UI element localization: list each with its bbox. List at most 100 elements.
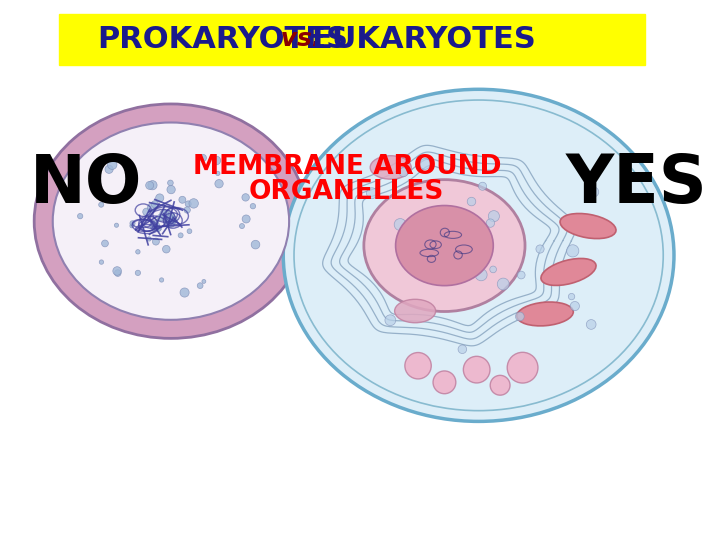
Ellipse shape [395,299,436,323]
Ellipse shape [370,156,411,179]
Circle shape [498,278,509,290]
Circle shape [507,352,538,383]
Circle shape [159,278,163,282]
Circle shape [99,202,104,207]
Circle shape [151,201,158,208]
Circle shape [215,179,223,188]
Circle shape [145,181,153,190]
Text: MEMBRANE AROUND: MEMBRANE AROUND [192,154,501,180]
Circle shape [202,279,206,284]
FancyBboxPatch shape [58,14,644,65]
Circle shape [516,312,524,321]
Ellipse shape [53,123,289,320]
Circle shape [467,197,476,206]
Circle shape [486,219,495,227]
Circle shape [479,182,487,190]
Circle shape [153,238,159,245]
Ellipse shape [364,180,525,312]
Circle shape [114,223,119,227]
Circle shape [242,215,250,223]
Circle shape [160,210,168,219]
Circle shape [135,249,140,254]
Circle shape [399,168,408,177]
Circle shape [130,224,134,228]
Circle shape [114,270,121,276]
Circle shape [184,207,190,213]
Text: vs.: vs. [271,28,330,51]
Ellipse shape [283,89,674,421]
Circle shape [215,171,220,176]
Circle shape [166,215,174,222]
Circle shape [148,204,156,212]
Circle shape [464,356,490,383]
Circle shape [78,213,83,219]
Circle shape [189,199,199,208]
Circle shape [167,185,175,194]
Text: ORGANELLES: ORGANELLES [249,179,444,205]
Circle shape [385,315,396,326]
Circle shape [178,233,183,238]
Circle shape [157,226,161,231]
Circle shape [488,211,500,222]
Circle shape [179,196,186,203]
Circle shape [251,240,260,249]
Circle shape [166,218,175,227]
Circle shape [105,165,113,173]
Circle shape [197,283,203,288]
Circle shape [135,270,140,275]
Circle shape [169,212,175,218]
Circle shape [156,194,164,202]
Circle shape [405,353,431,379]
Circle shape [199,154,207,161]
Circle shape [433,371,456,394]
Text: NO: NO [30,151,143,217]
Circle shape [185,201,192,207]
Circle shape [475,269,487,281]
Circle shape [99,260,104,264]
Circle shape [143,208,150,215]
Ellipse shape [34,104,307,339]
Ellipse shape [541,259,596,286]
Circle shape [169,216,177,224]
Circle shape [458,345,467,354]
Text: PROKARYOTES: PROKARYOTES [97,25,348,54]
Text: EUKARYOTES: EUKARYOTES [312,25,536,54]
Circle shape [212,156,221,165]
Circle shape [130,221,135,226]
Circle shape [168,180,174,186]
Circle shape [240,224,245,228]
Circle shape [164,210,172,218]
Circle shape [187,229,192,234]
Circle shape [490,375,510,395]
Circle shape [113,267,122,275]
Circle shape [568,293,575,300]
Circle shape [570,301,580,310]
Ellipse shape [560,213,616,239]
Circle shape [567,245,579,257]
Circle shape [420,159,431,170]
Ellipse shape [517,302,573,326]
Circle shape [242,194,249,201]
Circle shape [157,214,164,221]
Circle shape [169,215,175,221]
Circle shape [156,227,161,232]
Circle shape [150,220,159,230]
Circle shape [148,180,157,190]
Circle shape [163,245,170,253]
Circle shape [490,266,497,273]
Circle shape [586,320,596,329]
Ellipse shape [395,206,493,286]
Circle shape [147,237,151,241]
Circle shape [107,160,117,170]
Circle shape [366,188,377,199]
Circle shape [460,262,472,274]
Circle shape [394,219,406,231]
Circle shape [518,271,525,279]
Circle shape [180,288,189,297]
Circle shape [102,240,109,247]
Circle shape [251,204,256,209]
Circle shape [536,245,544,253]
Circle shape [163,219,169,224]
Text: YES: YES [566,151,708,217]
Circle shape [589,187,599,197]
